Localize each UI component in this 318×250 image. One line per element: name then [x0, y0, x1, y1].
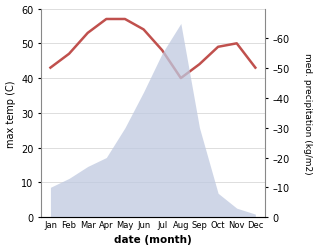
Y-axis label: med. precipitation (kg/m2): med. precipitation (kg/m2)	[303, 53, 313, 174]
Y-axis label: max temp (C): max temp (C)	[5, 80, 16, 147]
X-axis label: date (month): date (month)	[114, 234, 192, 244]
